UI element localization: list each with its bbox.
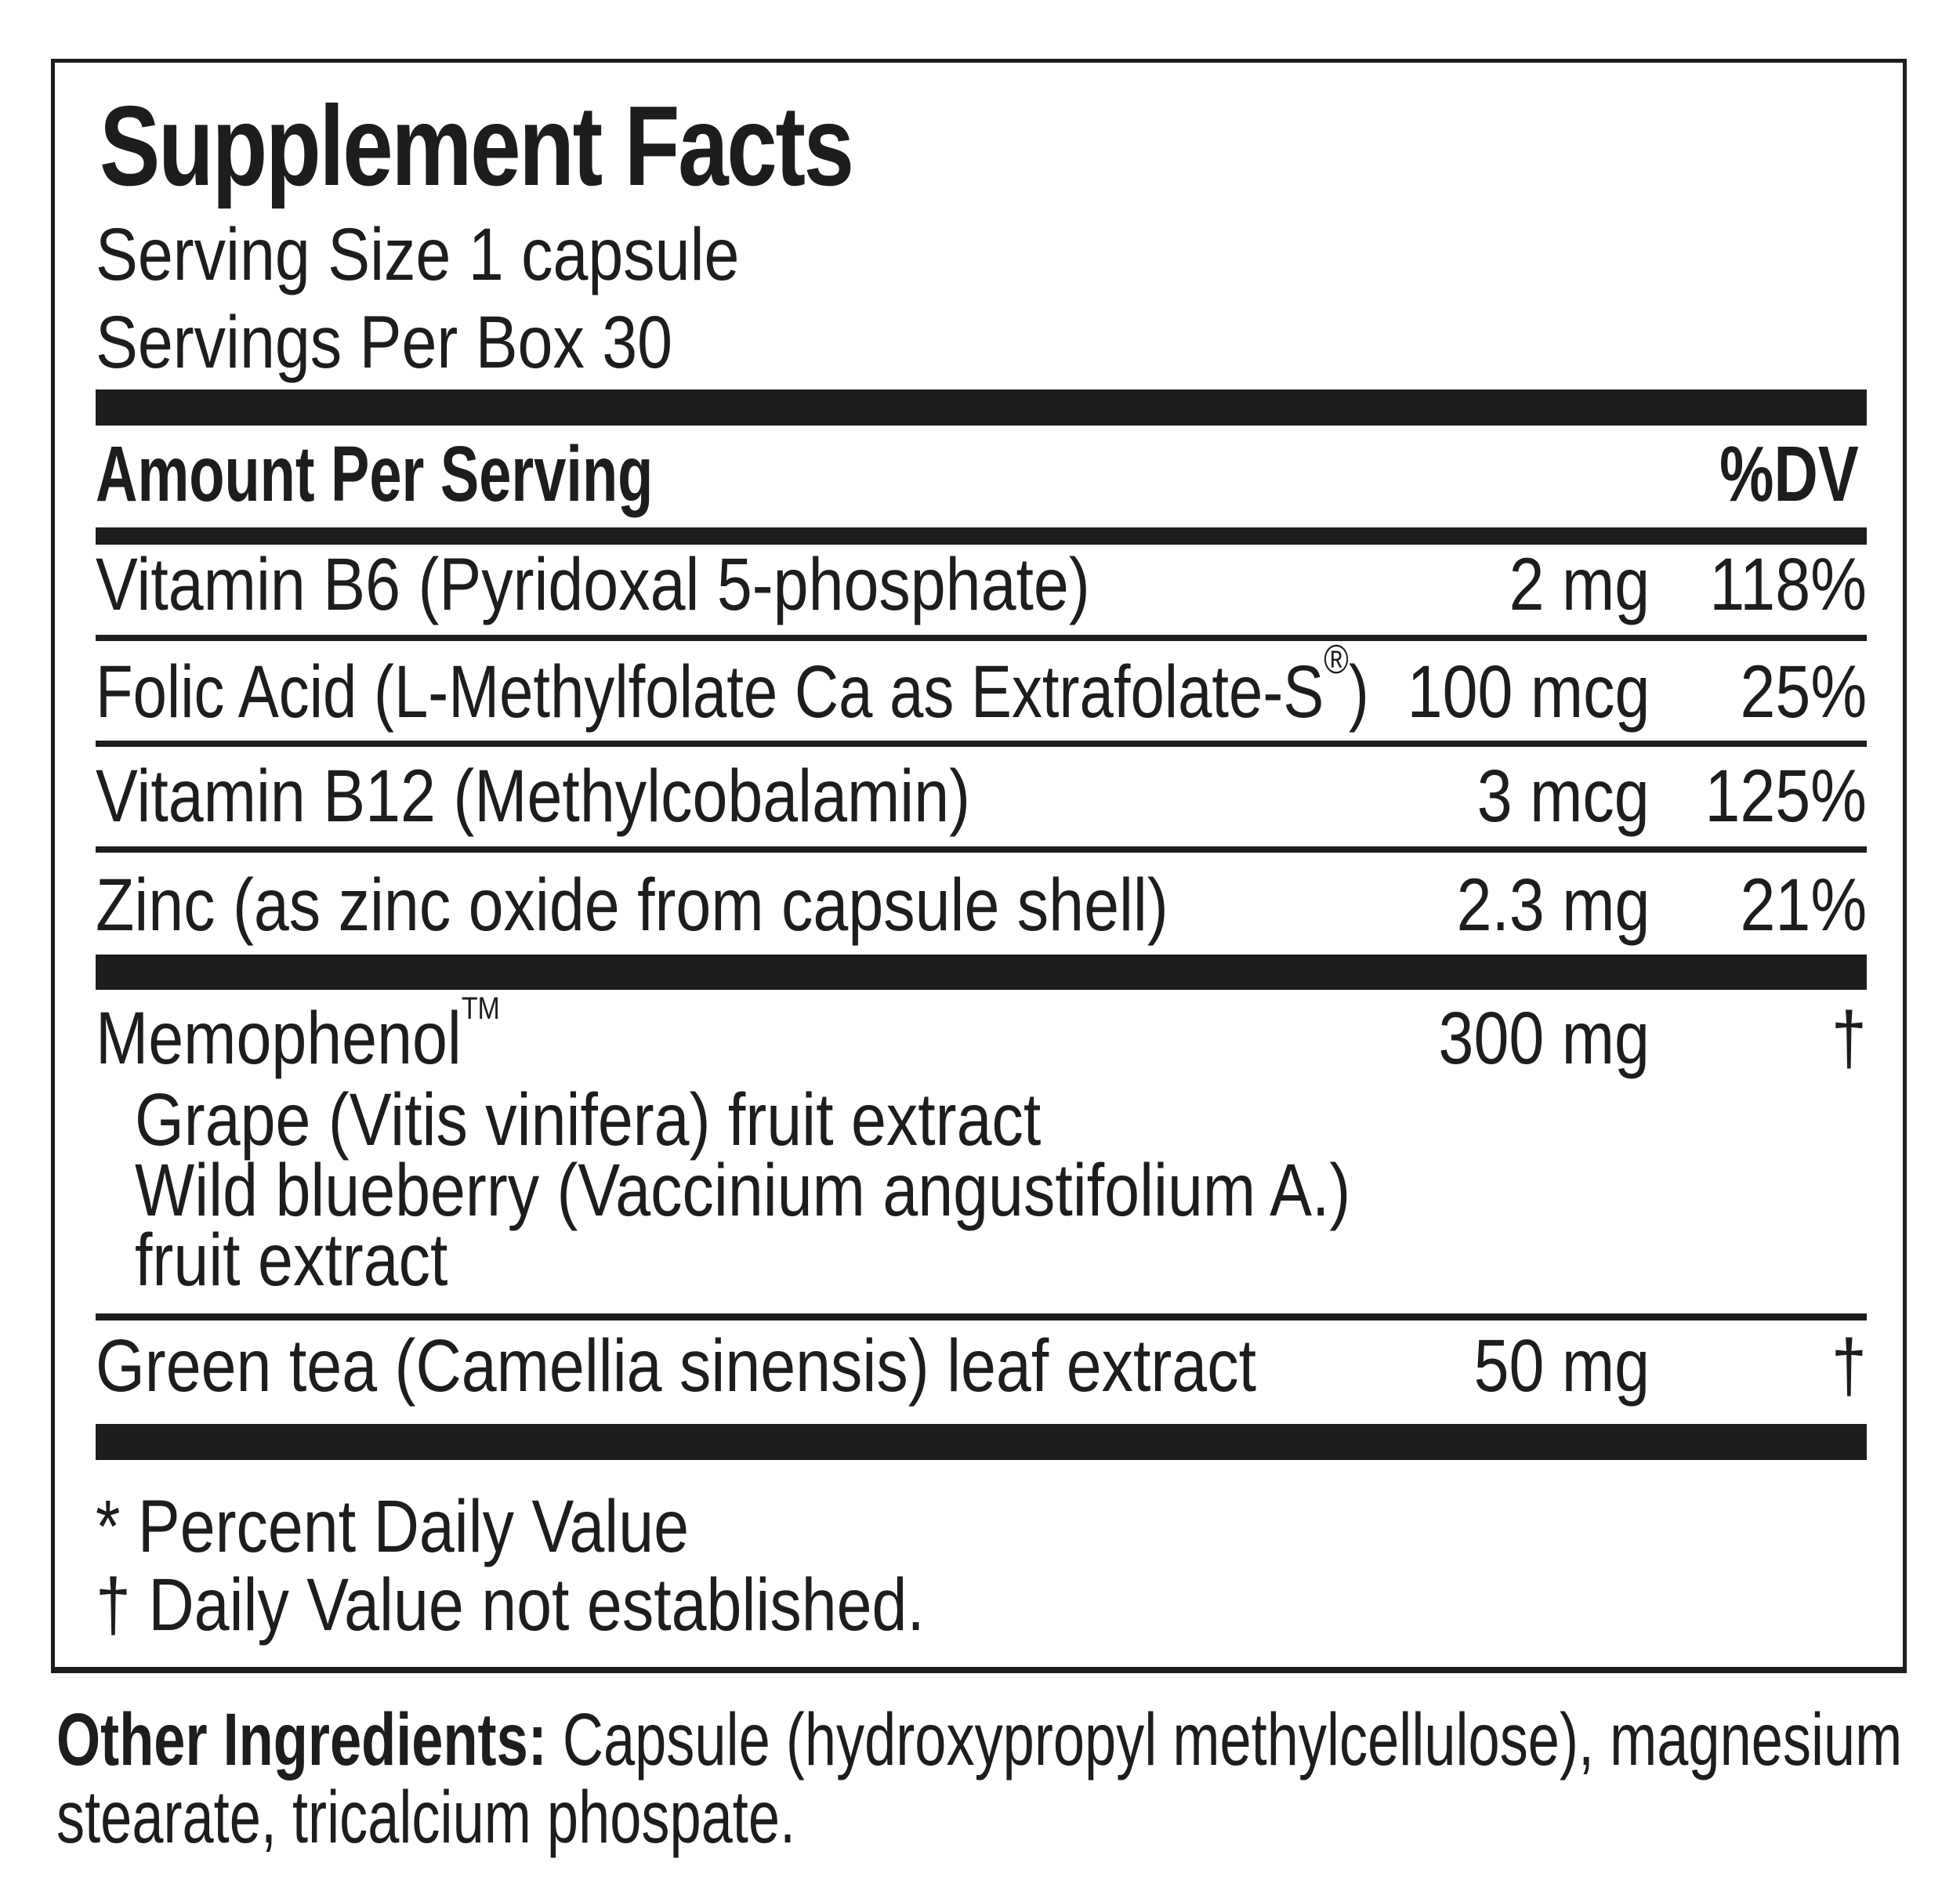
other-ingredients-text: Capsule (hydroxypropyl methylcellulose),… <box>546 1698 1903 1781</box>
row-divider <box>96 846 1867 853</box>
row-divider <box>96 1313 1867 1321</box>
ingredient-amount: 2 mg <box>1509 543 1650 626</box>
sub-ingredient-line: fruit extract <box>135 1219 448 1302</box>
ingredient-dv-value: 21% <box>1740 864 1867 947</box>
ingredient-name: Zinc (as zinc oxide from capsule shell) <box>96 864 1168 947</box>
ingredient-name: MemophenolTM <box>96 993 500 1076</box>
ingredient-dv-value: 118% <box>1709 543 1867 626</box>
amount-per-serving-label: Amount Per Serving <box>96 430 654 518</box>
ingredient-name-suffix: ) <box>1348 650 1369 734</box>
page-title: Supplement Facts <box>100 82 854 209</box>
ingredient-amount: 2.3 mg <box>1456 864 1650 947</box>
other-ingredients-label: Other Ingredients: <box>56 1698 547 1781</box>
dv-column-label: %DV <box>1719 430 1859 518</box>
ingredient-name-text: Memophenol <box>96 997 462 1080</box>
table-row: MemophenolTM 300 mg † <box>96 993 1867 1080</box>
table-row: Vitamin B6 (Pyridoxal 5-phosphate) 2 mg … <box>96 548 1867 626</box>
ingredient-amount: 50 mg <box>1473 1324 1650 1407</box>
ingredient-name: Vitamin B12 (Methylcobalamin) <box>96 755 971 838</box>
thick-divider <box>96 1424 1867 1460</box>
registered-trademark-symbol: ® <box>1324 636 1349 683</box>
table-row: Green tea (Camellia sinensis) leaf extra… <box>96 1329 1867 1407</box>
sub-ingredient-line: Grape (Vitis vinifera) fruit extract <box>135 1078 1042 1161</box>
table-row: Vitamin B12 (Methylcobalamin) 3 mcg 125% <box>96 759 1867 838</box>
ingredient-name: Folic Acid (L-Methylfolate Ca as Extrafo… <box>96 639 1369 730</box>
table-row: Folic Acid (L-Methylfolate Ca as Extrafo… <box>96 639 1867 734</box>
row-divider <box>96 741 1867 747</box>
footnote-daily-value-not-established: † Daily Value not established. <box>96 1563 925 1647</box>
medium-divider <box>96 527 1867 545</box>
other-ingredients-line-2: stearate, tricalcium phospate. <box>56 1776 796 1859</box>
ingredient-dv-value: 125% <box>1705 755 1867 838</box>
ingredient-name-text: Folic Acid (L-Methylfolate Ca as Extrafo… <box>96 650 1324 734</box>
sub-ingredient-line: Wild blueberry (Vaccinium angustifolium … <box>135 1149 1351 1232</box>
table-row: Zinc (as zinc oxide from capsule shell) … <box>96 868 1867 947</box>
row-divider <box>96 635 1867 641</box>
trademark-symbol: TM <box>461 991 500 1026</box>
ingredient-amount: 100 mcg <box>1407 650 1650 734</box>
ingredient-amount: 3 mcg <box>1477 755 1650 838</box>
ingredient-name: Vitamin B6 (Pyridoxal 5-phosphate) <box>96 543 1090 626</box>
ingredient-name: Green tea (Camellia sinensis) leaf extra… <box>96 1324 1257 1407</box>
thick-divider <box>96 389 1867 426</box>
ingredient-dv-value: † <box>1831 997 1867 1080</box>
other-ingredients-line-1: Other Ingredients: Capsule (hydroxypropy… <box>56 1703 1902 1777</box>
servings-per-box-line: Servings Per Box 30 <box>96 301 673 384</box>
footnote-percent-daily-value: * Percent Daily Value <box>96 1485 690 1568</box>
ingredient-dv-value: † <box>1831 1324 1867 1407</box>
ingredient-dv-value: 25% <box>1740 650 1867 734</box>
ingredient-amount: 300 mg <box>1438 997 1650 1080</box>
serving-size-line: Serving Size 1 capsule <box>96 213 740 296</box>
supplement-facts-panel: Supplement Facts Serving Size 1 capsule … <box>51 59 1907 1673</box>
thick-divider <box>96 955 1867 990</box>
